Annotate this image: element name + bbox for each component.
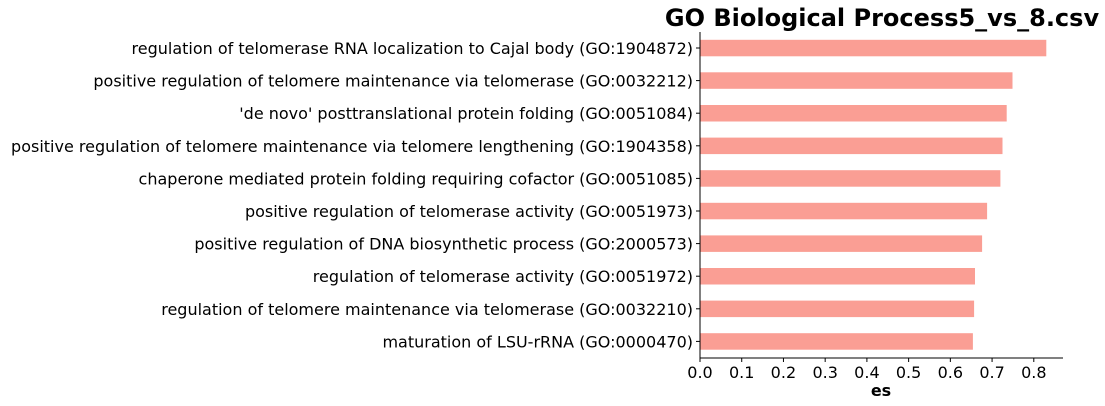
category-label: positive regulation of telomerase activi… — [245, 202, 693, 221]
bar — [700, 300, 975, 318]
category-label: 'de novo' posttranslational protein fold… — [239, 104, 693, 123]
x-tick-label: 0.5 — [896, 363, 921, 382]
x-tick-label: 0.4 — [854, 363, 879, 382]
bar — [700, 268, 975, 285]
category-label: positive regulation of telomere maintena… — [11, 137, 693, 156]
x-tick-label: 0.2 — [771, 363, 796, 382]
bar — [700, 105, 1007, 122]
x-tick-label: 0.6 — [938, 363, 963, 382]
x-tick-label: 0.1 — [729, 363, 754, 382]
category-labels: regulation of telomerase RNA localizatio… — [11, 39, 700, 351]
x-tick-label: 0.0 — [687, 363, 712, 382]
bar — [700, 39, 1047, 57]
category-label: positive regulation of telomere maintena… — [93, 72, 693, 91]
x-tick-label: 0.7 — [979, 363, 1004, 382]
bar — [700, 202, 988, 220]
x-tick-label: 0.8 — [1021, 363, 1046, 382]
x-ticks: 0.0 0.1 0.2 0.3 0.4 0.5 0.6 0.7 0.8 — [687, 358, 1047, 382]
category-label: regulation of telomere maintenance via t… — [161, 300, 693, 319]
bar — [700, 72, 1013, 89]
x-tick-label: 0.3 — [812, 363, 837, 382]
category-label: chaperone mediated protein folding requi… — [139, 169, 693, 188]
bar — [700, 137, 1003, 155]
category-label: maturation of LSU-rRNA (GO:0000470) — [382, 332, 693, 351]
category-label: positive regulation of DNA biosynthetic … — [194, 235, 693, 254]
x-axis-label: es — [871, 381, 891, 400]
category-label: regulation of telomerase activity (GO:00… — [313, 267, 693, 286]
category-label: regulation of telomerase RNA localizatio… — [132, 39, 693, 58]
bars-group — [700, 39, 1047, 350]
chart-title: GO Biological Process5_vs_8.csv — [665, 4, 1100, 32]
bar — [700, 333, 973, 350]
bar — [700, 235, 983, 252]
bar — [700, 170, 1001, 187]
